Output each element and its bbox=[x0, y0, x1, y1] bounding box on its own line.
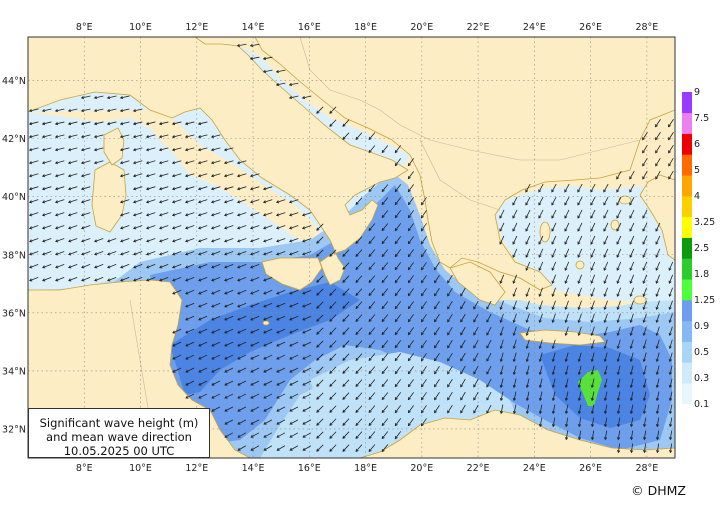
colorbar-label: 2.5 bbox=[694, 243, 709, 254]
colorbar-swatch bbox=[682, 320, 692, 342]
colorbar-label: 0.5 bbox=[694, 347, 709, 358]
colorbar-label: 4 bbox=[694, 191, 700, 202]
lon-label-top: 14°E bbox=[242, 22, 265, 33]
legend-line-1: Significant wave height (m) bbox=[39, 416, 199, 430]
lon-label-top: 24°E bbox=[523, 22, 546, 33]
colorbar-swatch bbox=[682, 196, 692, 218]
lat-label: 38°N bbox=[2, 250, 26, 261]
colorbar-label: 3.25 bbox=[694, 217, 715, 228]
naxos bbox=[575, 260, 585, 270]
calm-pocket-aegean bbox=[570, 235, 670, 288]
colorbar-swatch bbox=[682, 383, 692, 405]
italy bbox=[28, 37, 409, 286]
lon-label-top: 20°E bbox=[410, 22, 433, 33]
lon-label-top: 18°E bbox=[354, 22, 377, 33]
lon-label-bottom: 12°E bbox=[185, 463, 208, 474]
colorbar: 0.1 0.3 0.5 0.9 1.25 1.8 2.5 3.25 4 5 6 7.5 9 bbox=[682, 87, 715, 410]
colorbar-label: 0.3 bbox=[694, 373, 709, 384]
lon-label-top: 22°E bbox=[467, 22, 490, 33]
colorbar-label: 6 bbox=[694, 139, 700, 150]
lon-label-bottom: 24°E bbox=[523, 463, 546, 474]
lat-label: 36°N bbox=[2, 308, 26, 319]
lon-label-bottom: 8°E bbox=[76, 463, 93, 474]
colorbar-label: 1.8 bbox=[694, 269, 709, 280]
colorbar-swatch bbox=[682, 112, 692, 134]
colorbar-swatch bbox=[682, 92, 692, 114]
legend-line-2: and mean wave direction bbox=[46, 430, 192, 444]
colorbar-swatch bbox=[682, 300, 692, 322]
sicily bbox=[261, 257, 323, 291]
lon-label-bottom: 26°E bbox=[579, 463, 602, 474]
colorbar-swatch bbox=[682, 216, 692, 238]
hot-spot bbox=[578, 370, 602, 406]
colorbar-label: 7.5 bbox=[694, 113, 709, 124]
rhodes bbox=[633, 295, 647, 305]
lon-label-top: 8°E bbox=[76, 22, 93, 33]
lon-label-bottom: 14°E bbox=[242, 463, 265, 474]
colorbar-swatch bbox=[682, 341, 692, 363]
lon-label-bottom: 10°E bbox=[129, 463, 152, 474]
colorbar-label: 5 bbox=[694, 165, 700, 176]
western-sea-2 bbox=[28, 112, 330, 290]
lesbos bbox=[618, 195, 632, 205]
lat-label: 34°N bbox=[2, 366, 26, 377]
lon-label-bottom: 18°E bbox=[354, 463, 377, 474]
lon-label-top: 26°E bbox=[579, 22, 602, 33]
malta bbox=[262, 320, 270, 326]
map-frame bbox=[27, 36, 676, 459]
colorbar-swatch bbox=[682, 279, 692, 301]
lat-label: 44°N bbox=[2, 76, 26, 87]
colorbar-label: 9 bbox=[694, 87, 700, 98]
colorbar-label: 0.1 bbox=[694, 399, 709, 410]
colorbar-swatch bbox=[682, 362, 692, 384]
wave-direction-arrows bbox=[28, 43, 674, 454]
libya-egypt bbox=[359, 409, 675, 458]
lon-label-bottom: 28°E bbox=[635, 463, 658, 474]
lon-label-bottom: 22°E bbox=[467, 463, 490, 474]
lon-label-top: 16°E bbox=[298, 22, 321, 33]
legend-box: Significant wave height (m) and mean wav… bbox=[28, 408, 210, 458]
colorbar-swatch bbox=[682, 133, 692, 155]
colorbar-swatch bbox=[682, 154, 692, 176]
lon-label-top: 28°E bbox=[635, 22, 658, 33]
lon-label-bottom: 16°E bbox=[298, 463, 321, 474]
peloponnese bbox=[449, 261, 506, 306]
lon-label-top: 12°E bbox=[185, 22, 208, 33]
lon-label-bottom: 20°E bbox=[410, 463, 433, 474]
lon-labels-top: 8°E 10°E 12°E 14°E 16°E 18°E 20°E 22°E 24°E 26°E 2… bbox=[76, 22, 658, 33]
colorbar-label: 1.25 bbox=[694, 295, 715, 306]
copyright-text: © DHMZ bbox=[631, 483, 686, 498]
legend-line-3: 10.05.2025 00 UTC bbox=[63, 444, 175, 458]
lat-label: 32°N bbox=[2, 424, 26, 435]
corsica bbox=[103, 127, 125, 166]
colorbar-swatch bbox=[682, 237, 692, 259]
colorbar-swatch bbox=[682, 258, 692, 280]
lat-label: 42°N bbox=[2, 134, 26, 145]
crete bbox=[519, 329, 606, 346]
colorbar-label: 0.9 bbox=[694, 321, 709, 332]
lon-labels-bottom: 8°E 10°E 12°E 14°E 16°E 18°E 20°E 22°E 24°E 26°E 2… bbox=[76, 463, 658, 474]
peak-wave-swath bbox=[170, 282, 360, 395]
lat-label: 40°N bbox=[2, 192, 26, 203]
chios bbox=[610, 219, 620, 231]
colorbar-swatch bbox=[682, 175, 692, 197]
lat-labels: 44°N 42°N 40°N 38°N 36°N 34°N 32°N bbox=[2, 76, 26, 435]
lon-label-top: 10°E bbox=[129, 22, 152, 33]
